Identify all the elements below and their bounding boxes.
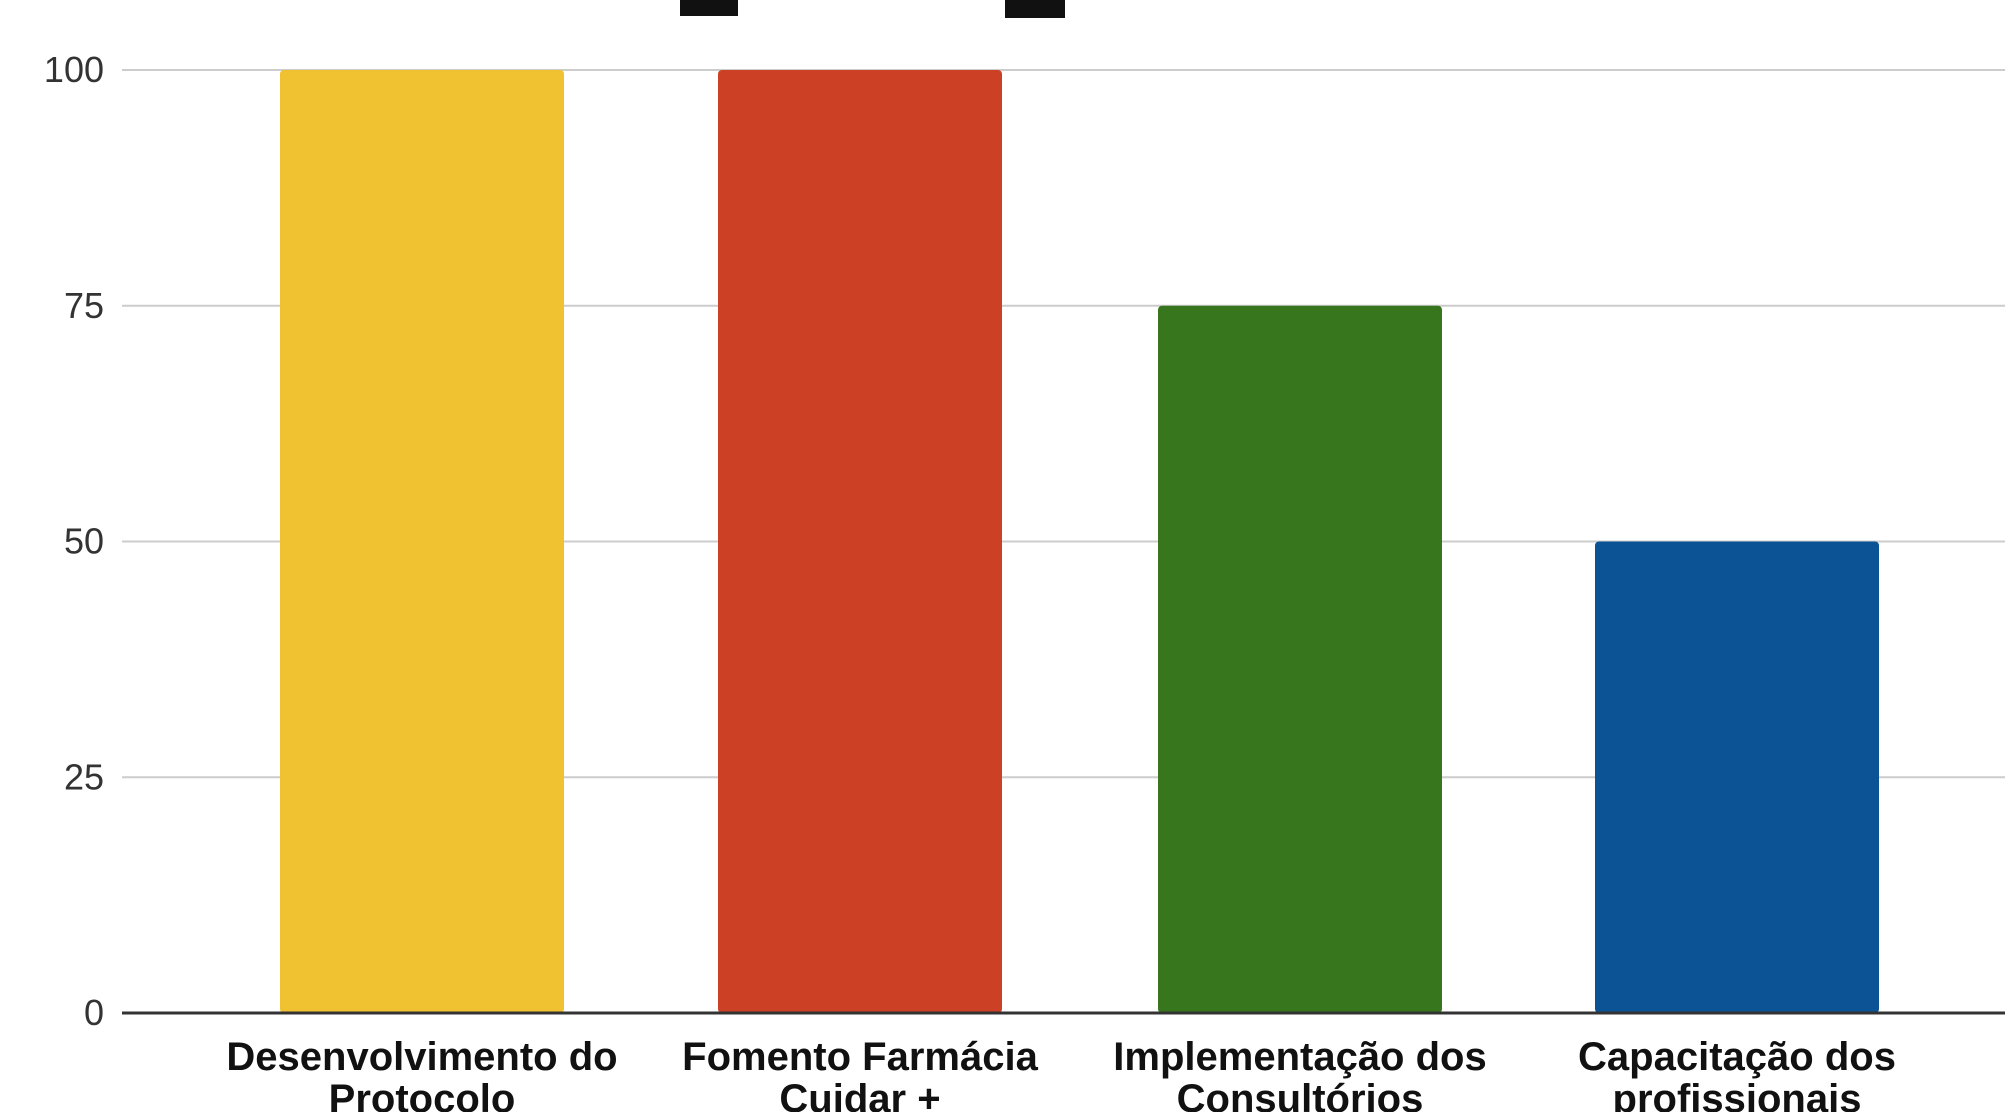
y-tick-label: 50 [64,521,104,562]
x-category-label-line: Protocolo [329,1077,516,1112]
x-category-label-line: Implementação dos [1113,1035,1486,1079]
y-tick-label: 0 [84,992,104,1033]
x-category-label: Implementação dos Consultórios [1113,1035,1486,1112]
y-tick-label: 75 [64,285,104,326]
x-category-label-line: Fomento Farmácia [682,1035,1038,1079]
bar [280,70,564,1013]
y-tick-label: 25 [64,756,104,797]
x-category-label: Desenvolvimento do Protocolo [226,1035,617,1112]
x-category-label-line: Capacitação dos [1578,1035,1896,1079]
x-category-label-line: Desenvolvimento do [226,1035,617,1079]
chart-title-fragment [680,0,1065,18]
y-tick-label: 100 [44,49,104,90]
x-category-label-line: Cuidar + [779,1077,940,1112]
bar [1595,542,1879,1014]
x-category-label: Fomento Farmácia Cuidar + [682,1035,1038,1112]
x-category-label-line: Consultórios [1177,1077,1424,1112]
bar [1158,306,1442,1013]
x-axis-labels: Desenvolvimento do Protocolo Fomento Farmá… [226,1035,1896,1112]
x-category-label: Capacitação dos profissionais [1578,1035,1896,1112]
y-axis-ticks: 0 25 50 75 100 [44,49,104,1033]
x-category-label-line: profissionais [1613,1077,1862,1112]
bar [718,70,1002,1013]
